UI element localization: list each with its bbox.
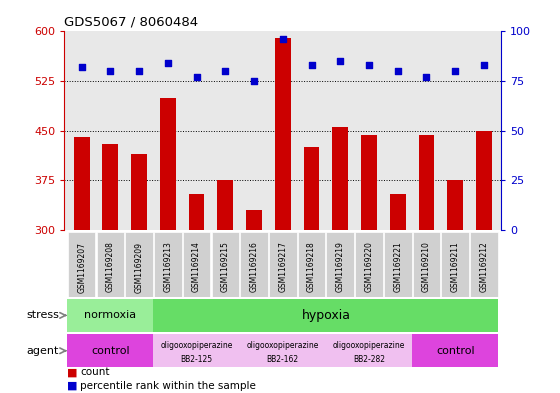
Text: stress: stress <box>26 310 59 320</box>
Bar <box>67 334 153 367</box>
Bar <box>74 137 90 230</box>
Bar <box>160 97 176 230</box>
Text: count: count <box>80 367 110 377</box>
Bar <box>361 135 377 230</box>
Point <box>307 62 316 68</box>
Text: GSM1169218: GSM1169218 <box>307 242 316 292</box>
FancyBboxPatch shape <box>384 232 412 297</box>
Text: oligooxopiperazine: oligooxopiperazine <box>246 341 319 350</box>
FancyBboxPatch shape <box>326 232 354 297</box>
Text: GSM1169209: GSM1169209 <box>134 242 143 293</box>
Point <box>479 62 488 68</box>
Text: percentile rank within the sample: percentile rank within the sample <box>80 381 256 391</box>
Text: hypoxia: hypoxia <box>301 309 351 322</box>
Bar <box>153 299 498 332</box>
Bar <box>476 130 492 230</box>
Text: GSM1169219: GSM1169219 <box>336 242 345 292</box>
Text: BB2-162: BB2-162 <box>267 354 299 364</box>
Bar <box>67 299 153 332</box>
Text: GSM1169215: GSM1169215 <box>221 242 230 292</box>
Text: GSM1169210: GSM1169210 <box>422 242 431 292</box>
FancyBboxPatch shape <box>125 232 153 297</box>
Point <box>365 62 374 68</box>
Bar <box>131 154 147 230</box>
Text: normoxia: normoxia <box>85 310 137 320</box>
Bar <box>240 334 326 367</box>
Bar <box>390 193 405 230</box>
Text: control: control <box>91 346 130 356</box>
Text: GSM1169217: GSM1169217 <box>278 242 287 292</box>
Text: GSM1169208: GSM1169208 <box>106 242 115 292</box>
FancyBboxPatch shape <box>212 232 239 297</box>
FancyBboxPatch shape <box>96 232 124 297</box>
FancyBboxPatch shape <box>154 232 181 297</box>
FancyBboxPatch shape <box>298 232 325 297</box>
Point <box>221 68 230 74</box>
Point <box>250 78 259 84</box>
FancyBboxPatch shape <box>269 232 297 297</box>
Point <box>77 64 86 70</box>
Point <box>192 74 201 80</box>
Bar <box>304 147 319 230</box>
FancyBboxPatch shape <box>470 232 498 297</box>
Bar <box>412 334 498 367</box>
Text: control: control <box>436 346 474 356</box>
Text: BB2-125: BB2-125 <box>180 354 213 364</box>
Text: GSM1169211: GSM1169211 <box>451 242 460 292</box>
Point <box>106 68 115 74</box>
Text: oligooxopiperazine: oligooxopiperazine <box>333 341 405 350</box>
Bar <box>217 180 233 230</box>
Text: ■: ■ <box>67 367 78 377</box>
FancyBboxPatch shape <box>441 232 469 297</box>
Point <box>451 68 460 74</box>
Point <box>422 74 431 80</box>
Text: oligooxopiperazine: oligooxopiperazine <box>160 341 233 350</box>
Bar <box>418 135 435 230</box>
Bar <box>326 334 412 367</box>
Text: GSM1169221: GSM1169221 <box>393 242 402 292</box>
Bar <box>275 38 291 230</box>
Point <box>164 60 172 66</box>
FancyBboxPatch shape <box>240 232 268 297</box>
Text: GSM1169207: GSM1169207 <box>77 242 86 293</box>
FancyBboxPatch shape <box>68 232 95 297</box>
Bar <box>189 193 204 230</box>
Text: ■: ■ <box>67 381 78 391</box>
FancyBboxPatch shape <box>355 232 383 297</box>
FancyBboxPatch shape <box>183 232 211 297</box>
Text: agent: agent <box>26 346 59 356</box>
Text: GSM1169220: GSM1169220 <box>365 242 374 292</box>
Bar <box>333 127 348 230</box>
Point <box>278 36 287 42</box>
Text: GDS5067 / 8060484: GDS5067 / 8060484 <box>64 16 199 29</box>
Text: BB2-282: BB2-282 <box>353 354 385 364</box>
Bar <box>153 334 240 367</box>
Bar <box>102 144 118 230</box>
Text: GSM1169213: GSM1169213 <box>164 242 172 292</box>
Point <box>134 68 143 74</box>
FancyBboxPatch shape <box>413 232 440 297</box>
Bar <box>246 210 262 230</box>
Point <box>393 68 402 74</box>
Point <box>336 58 345 64</box>
Text: GSM1169214: GSM1169214 <box>192 242 201 292</box>
Text: GSM1169212: GSM1169212 <box>479 242 488 292</box>
Text: GSM1169216: GSM1169216 <box>250 242 259 292</box>
Bar <box>447 180 463 230</box>
